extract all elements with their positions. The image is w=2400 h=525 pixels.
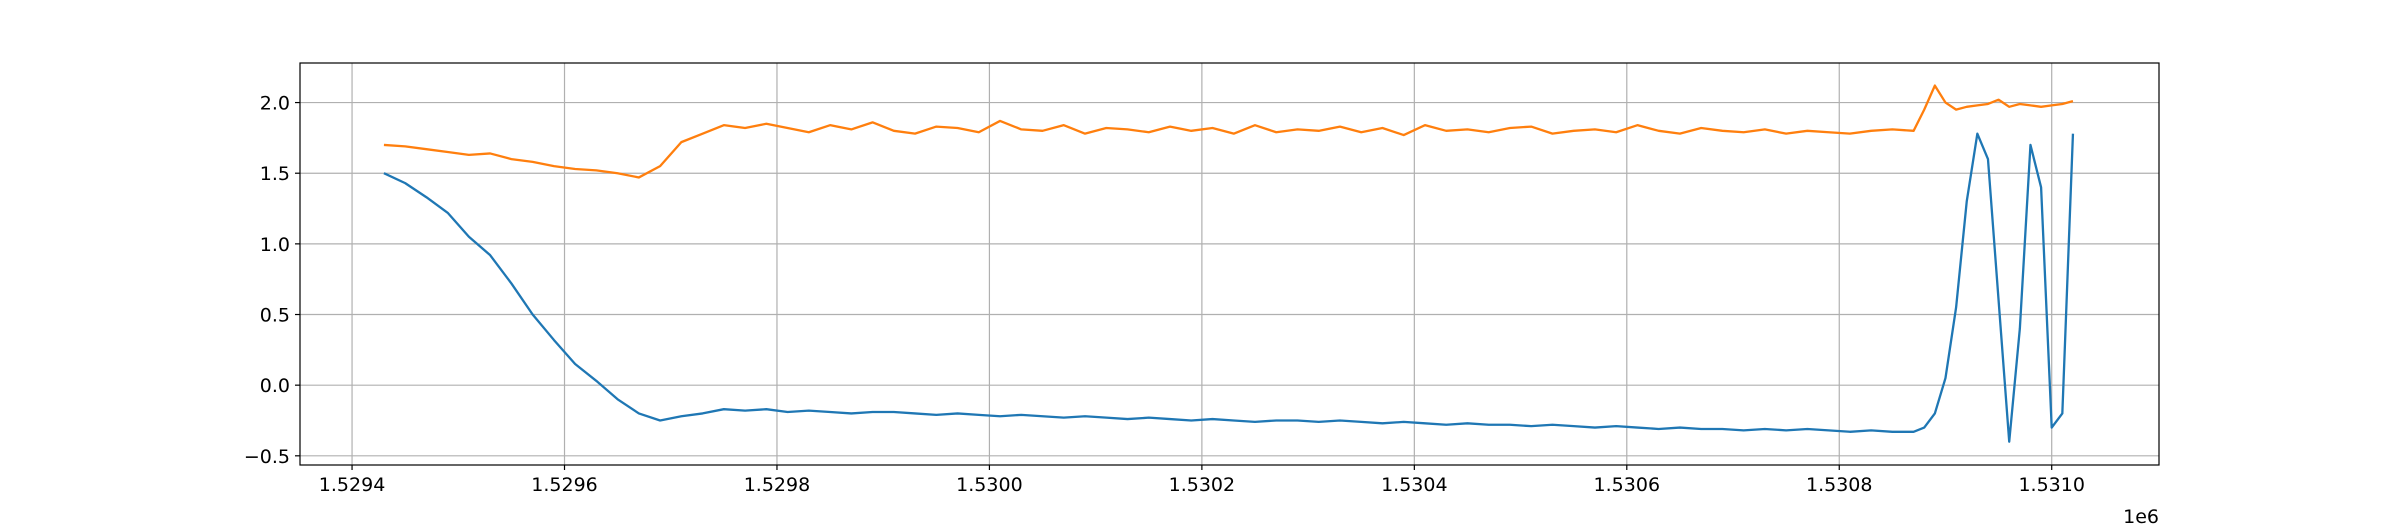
x-tick-label: 1.5298 [744,474,810,496]
y-tick-label: 2.0 [260,93,290,115]
x-tick-label: 1.5296 [531,474,597,496]
plot-frame [299,62,2160,466]
y-tick-label: 0.0 [260,375,290,397]
x-tick-label: 1.5294 [319,474,385,496]
x-tick-label: 1.5306 [1594,474,1660,496]
y-tick-label: −0.5 [244,446,290,468]
x-tick-label: 1.5304 [1381,474,1447,496]
y-tick-label: 1.0 [260,234,290,256]
x-tick-label: 1.5302 [1169,474,1235,496]
x-offset-label: 1e6 [2123,506,2159,525]
x-tick-label: 1.5310 [2018,474,2084,496]
x-tick-label: 1.5300 [956,474,1022,496]
line-series [383,132,2075,443]
y-tick-label: 0.5 [260,305,290,327]
x-tick-label: 1.5308 [1806,474,1872,496]
y-tick-label: 1.5 [260,163,290,185]
line-series [383,84,2074,179]
